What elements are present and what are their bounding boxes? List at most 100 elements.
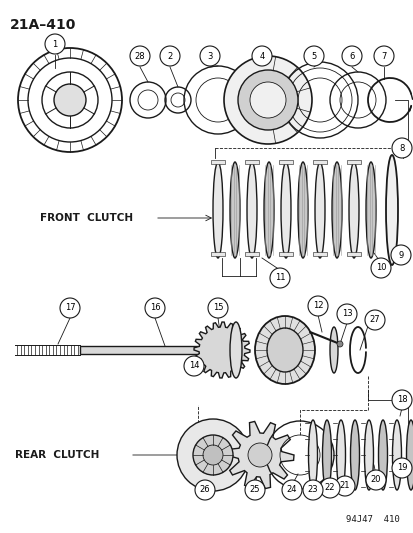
Text: 25: 25 <box>249 486 260 495</box>
Circle shape <box>341 46 361 66</box>
Ellipse shape <box>406 420 413 490</box>
Ellipse shape <box>392 420 401 490</box>
Text: 4: 4 <box>259 52 264 61</box>
Circle shape <box>199 46 219 66</box>
Ellipse shape <box>365 162 375 258</box>
Text: 9: 9 <box>397 251 403 260</box>
Text: 6: 6 <box>349 52 354 61</box>
Ellipse shape <box>230 162 240 258</box>
Circle shape <box>247 443 271 467</box>
Circle shape <box>391 458 411 478</box>
Circle shape <box>60 298 80 318</box>
Text: 10: 10 <box>375 263 385 272</box>
Text: 26: 26 <box>199 486 210 495</box>
Circle shape <box>252 46 271 66</box>
Ellipse shape <box>263 162 273 258</box>
Text: REAR  CLUTCH: REAR CLUTCH <box>15 450 99 460</box>
Ellipse shape <box>329 327 337 373</box>
Circle shape <box>192 435 233 475</box>
Ellipse shape <box>266 328 302 372</box>
Text: 2: 2 <box>167 52 172 61</box>
Bar <box>346 160 360 164</box>
Circle shape <box>249 82 285 118</box>
Circle shape <box>303 46 323 66</box>
Text: 19: 19 <box>396 464 406 472</box>
Circle shape <box>391 390 411 410</box>
Text: FRONT  CLUTCH: FRONT CLUTCH <box>40 213 133 223</box>
Circle shape <box>223 56 311 144</box>
Text: 20: 20 <box>370 475 380 484</box>
Circle shape <box>45 34 65 54</box>
Ellipse shape <box>308 420 317 490</box>
Text: 8: 8 <box>399 143 404 152</box>
Ellipse shape <box>247 162 256 258</box>
Ellipse shape <box>385 155 397 265</box>
Text: 23: 23 <box>307 486 318 495</box>
Circle shape <box>336 304 356 324</box>
Circle shape <box>244 480 264 500</box>
Circle shape <box>159 46 180 66</box>
Text: 5: 5 <box>311 52 316 61</box>
Circle shape <box>370 258 390 278</box>
Circle shape <box>391 138 411 158</box>
Text: 12: 12 <box>312 302 323 311</box>
Text: 94J47  410: 94J47 410 <box>345 515 399 524</box>
Ellipse shape <box>212 162 223 258</box>
Bar <box>244 160 259 164</box>
Ellipse shape <box>348 162 358 258</box>
Circle shape <box>195 480 214 500</box>
Text: 27: 27 <box>369 316 380 325</box>
Ellipse shape <box>314 162 324 258</box>
Circle shape <box>183 356 204 376</box>
Bar <box>209 343 235 357</box>
Ellipse shape <box>230 322 242 378</box>
Circle shape <box>269 268 289 288</box>
Ellipse shape <box>336 420 345 490</box>
Text: 21A–410: 21A–410 <box>10 18 76 32</box>
Circle shape <box>302 480 322 500</box>
Bar <box>207 341 214 359</box>
Circle shape <box>319 478 339 498</box>
Text: 17: 17 <box>64 303 75 312</box>
Bar <box>312 252 326 256</box>
Circle shape <box>336 341 342 347</box>
Ellipse shape <box>322 420 331 490</box>
Circle shape <box>130 46 150 66</box>
Text: 24: 24 <box>286 486 297 495</box>
Polygon shape <box>225 422 293 489</box>
Bar <box>278 160 292 164</box>
Text: 3: 3 <box>207 52 212 61</box>
Ellipse shape <box>280 162 290 258</box>
Text: 18: 18 <box>396 395 406 405</box>
Bar <box>244 252 259 256</box>
Circle shape <box>364 310 384 330</box>
Text: 11: 11 <box>274 273 285 282</box>
Ellipse shape <box>350 420 358 490</box>
Polygon shape <box>194 322 249 378</box>
Ellipse shape <box>363 420 373 490</box>
Circle shape <box>237 70 297 130</box>
Circle shape <box>365 470 385 490</box>
Ellipse shape <box>377 420 387 490</box>
Circle shape <box>145 298 165 318</box>
Bar <box>80 346 219 354</box>
Circle shape <box>202 445 223 465</box>
Circle shape <box>390 245 410 265</box>
Bar <box>346 252 360 256</box>
Bar <box>278 252 292 256</box>
Circle shape <box>373 46 393 66</box>
Circle shape <box>281 480 301 500</box>
Text: 22: 22 <box>324 483 335 492</box>
Ellipse shape <box>297 162 307 258</box>
Ellipse shape <box>254 316 314 384</box>
Ellipse shape <box>331 162 341 258</box>
Circle shape <box>177 419 248 491</box>
Text: 21: 21 <box>339 481 349 490</box>
Circle shape <box>54 84 86 116</box>
Circle shape <box>307 296 327 316</box>
Text: 15: 15 <box>212 303 223 312</box>
Text: 1: 1 <box>52 39 57 49</box>
Text: 14: 14 <box>188 361 199 370</box>
Bar <box>211 160 224 164</box>
Bar <box>211 252 224 256</box>
